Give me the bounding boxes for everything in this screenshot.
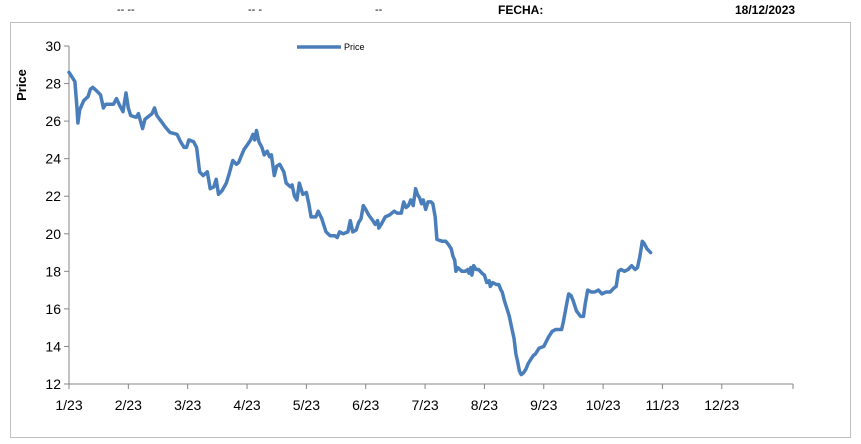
y-tick-label: 20 [45,226,61,242]
header-field-2: -- - [248,4,263,16]
fecha-value: 18/12/2023 [735,3,796,17]
y-axis-title: Price [14,69,29,101]
y-tick-label: 16 [45,301,61,317]
x-tick-label: 6/23 [352,397,379,413]
y-tick-label: 14 [45,338,61,354]
series-line-price [67,70,653,377]
header-field-3: -- [375,4,383,16]
chart-legend: Price [297,42,365,52]
x-tick-label: 11/23 [645,397,679,413]
header-field-1: -- -- [117,4,135,16]
y-tick-label: 26 [45,113,61,129]
x-tick-label: 5/23 [293,397,320,413]
x-tick-label: 4/23 [233,397,260,413]
x-tick-label: 12/23 [704,397,739,413]
y-tick-label: 18 [45,263,61,279]
legend-label-price: Price [344,42,365,52]
x-tick-label: 2/23 [115,397,142,413]
x-tick-label: 7/23 [411,397,438,413]
y-tick-label: 24 [45,151,61,167]
chart-axes: 12 14 16 18 20 22 24 26 28 30 1/23 2/23 3/23 4/23 5/23… [14,38,794,413]
fecha-label: FECHA: [498,3,544,17]
y-tick-label: 22 [45,188,61,204]
y-tick-label: 12 [45,376,61,392]
price-line-chart: 12 14 16 18 20 22 24 26 28 30 1/23 2/23 3/23 4/23 5/23… [14,38,794,413]
chart-frame: 12 14 16 18 20 22 24 26 28 30 1/23 2/23 3/23 4/23 5/23… [10,22,851,438]
x-tick-label: 1/23 [55,397,82,413]
x-tick-label: 9/23 [530,397,557,413]
y-tick-label: 30 [45,38,61,54]
x-tick-label: 3/23 [174,397,201,413]
x-tick-label: 10/23 [586,397,621,413]
y-tick-label: 28 [45,76,61,92]
x-tick-label: 8/23 [471,397,498,413]
series-group [67,70,653,377]
